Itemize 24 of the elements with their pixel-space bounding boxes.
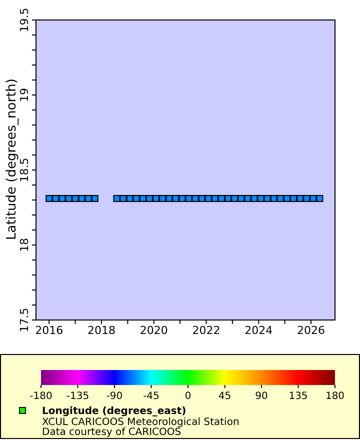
color-bar-label: 0	[184, 391, 192, 402]
x-tick-label: 2018	[87, 324, 116, 337]
x-tick-label: 2022	[192, 324, 220, 337]
text: XCUL CARICOOS Meteorological Station	[42, 417, 240, 428]
x-tick-label: 2026	[296, 324, 325, 337]
y-tick-label: 17.5	[18, 308, 31, 332]
text: Data courtesy of CARICOOS	[42, 427, 182, 438]
y-tick-label: 19	[18, 88, 31, 102]
color-bar-label: -180	[30, 391, 52, 402]
color-bar-label: -90	[106, 391, 123, 402]
color-bar-label: 45	[218, 391, 232, 402]
x-tick-label: 2020	[140, 324, 168, 337]
color-bar-label: -135	[66, 391, 90, 402]
color-bar-label: 135	[288, 391, 308, 402]
y-tick-label: 18.5	[18, 158, 31, 182]
x-tick-label: 2024	[244, 324, 273, 337]
color-bar-label: -45	[143, 391, 160, 402]
y-tick-label: 18	[18, 238, 31, 252]
y-axis-title: Latitude (degrees_north)	[4, 78, 20, 240]
color-bar-label: 180	[325, 391, 345, 402]
color-bar-label: 90	[255, 391, 268, 402]
x-tick-label: 2016	[35, 324, 64, 337]
y-tick-label: 19.5	[18, 8, 31, 32]
color-bar-title: Longitude (degrees_east)	[42, 406, 186, 417]
